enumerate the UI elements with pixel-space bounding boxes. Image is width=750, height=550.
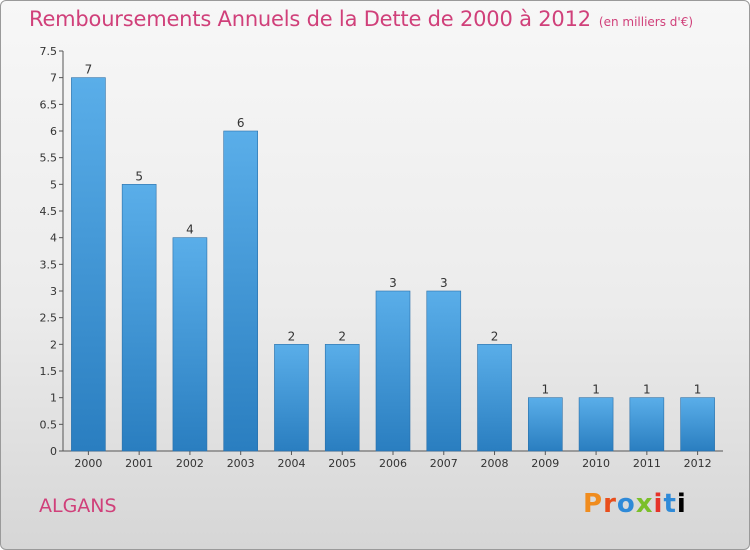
- value-label-2009: 1: [541, 383, 549, 397]
- logo-letter: r: [603, 489, 617, 519]
- value-label-2004: 2: [288, 329, 296, 343]
- logo-letter: i: [653, 489, 664, 519]
- y-tick-label: 6: [50, 125, 57, 138]
- y-tick-label: 3: [50, 285, 57, 298]
- value-label-2008: 2: [491, 329, 499, 343]
- x-tick-label: 2007: [430, 457, 458, 470]
- logo-letter: o: [616, 489, 636, 519]
- value-label-2001: 5: [135, 169, 143, 183]
- x-tick-label: 2004: [277, 457, 305, 470]
- logo-letter: P: [583, 489, 604, 519]
- y-tick-label: 1.5: [40, 365, 58, 378]
- value-label-2000: 7: [85, 63, 93, 77]
- bar-2003: [223, 130, 258, 452]
- chart-unit-label: (en milliers d'€): [598, 15, 694, 29]
- x-tick-label: 2012: [684, 457, 712, 470]
- y-tick-label: 2.5: [40, 312, 58, 325]
- y-tick-label: 0.5: [40, 418, 58, 431]
- bar-2012: [680, 397, 715, 452]
- bar-2006: [375, 290, 411, 452]
- logo-letter: x: [635, 489, 654, 519]
- bar-2005: [324, 344, 360, 452]
- chart-title-block: Remboursements Annuels de la Dette de 20…: [29, 7, 693, 31]
- bar-2007: [426, 290, 462, 452]
- x-tick-label: 2008: [481, 457, 509, 470]
- proxiti-logo: Proxiti: [583, 489, 687, 519]
- x-tick-label: 2003: [227, 457, 255, 470]
- value-label-2012: 1: [694, 383, 702, 397]
- x-tick-label: 2000: [74, 457, 102, 470]
- value-label-2003: 6: [237, 116, 245, 130]
- y-tick-label: 1: [50, 392, 57, 405]
- x-tick-label: 2009: [531, 457, 559, 470]
- y-tick-label: 7: [50, 72, 57, 85]
- logo-letter: i: [676, 489, 687, 519]
- y-tick-label: 4: [50, 232, 57, 245]
- y-tick-label: 2: [50, 338, 57, 351]
- y-tick-label: 7.5: [40, 45, 58, 58]
- value-label-2002: 4: [186, 223, 194, 237]
- y-tick-label: 0: [50, 445, 57, 458]
- bar-2009: [528, 397, 563, 452]
- x-tick-label: 2002: [176, 457, 204, 470]
- value-labels: 7 5 4 6 2 2 3 3 2 1 1 1 1: [85, 63, 702, 397]
- bar-2001: [121, 184, 157, 452]
- y-tick-label: 4.5: [40, 205, 58, 218]
- x-tick-label: 2011: [633, 457, 661, 470]
- bar-2002: [172, 237, 208, 452]
- bar-2004: [274, 344, 309, 452]
- bar-2010: [578, 397, 614, 452]
- value-label-2005: 2: [338, 329, 346, 343]
- y-tick-label: 6.5: [40, 98, 58, 111]
- chart-title: Remboursements Annuels de la Dette de 20…: [29, 7, 591, 31]
- bar-2011: [629, 397, 665, 452]
- value-label-2010: 1: [592, 383, 600, 397]
- bar-2000: [71, 77, 106, 452]
- y-tick-label: 5: [50, 178, 57, 191]
- value-label-2007: 3: [440, 276, 448, 290]
- value-label-2006: 3: [389, 276, 397, 290]
- town-name: ALGANS: [39, 495, 117, 517]
- x-tick-label: 2006: [379, 457, 407, 470]
- bar-2008: [477, 344, 512, 452]
- value-label-2011: 1: [643, 383, 651, 397]
- axes: 0 0.5 1 1.5 2 2.5 3 3.5 4 4.5 5 5.5 6 6.5 7 7.5 2000 2001…: [40, 45, 723, 470]
- x-tick-label: 2005: [328, 457, 356, 470]
- x-tick-label: 2001: [125, 457, 153, 470]
- logo-letter: t: [663, 489, 677, 519]
- x-tick-label: 2010: [582, 457, 610, 470]
- y-tick-label: 3.5: [40, 258, 58, 271]
- bars: [71, 77, 715, 452]
- y-tick-label: 5.5: [40, 152, 58, 165]
